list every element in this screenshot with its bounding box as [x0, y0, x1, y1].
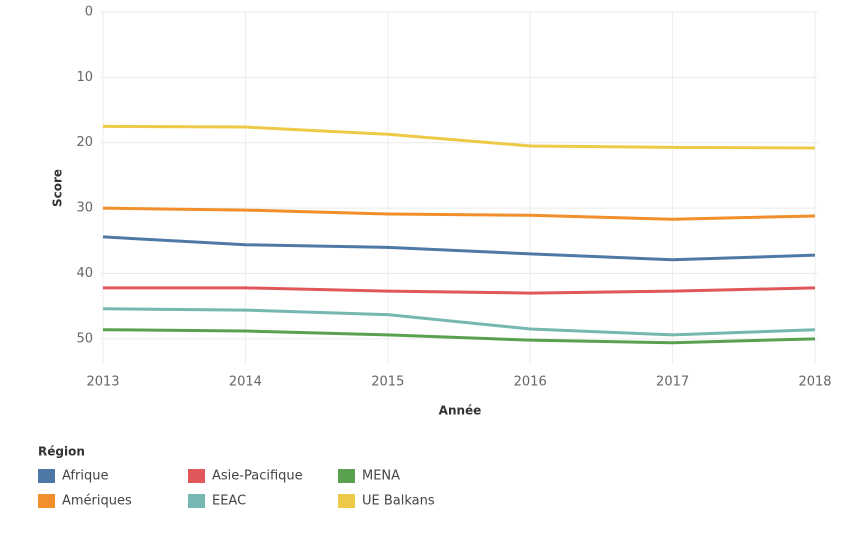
x-tick-label: 2018 [798, 375, 831, 390]
legend-swatch [338, 494, 355, 508]
legend-label: Amériques [62, 494, 132, 509]
x-tick-label: 2016 [514, 375, 547, 390]
legend-swatch [188, 469, 205, 483]
legend-swatch [338, 469, 355, 483]
x-axis-label: Année [439, 404, 482, 418]
y-axis-label: Score [51, 169, 65, 207]
y-tick-label: 40 [76, 266, 93, 281]
x-tick-label: 2014 [229, 375, 262, 390]
legend-swatch [38, 494, 55, 508]
y-tick-label: 30 [76, 201, 93, 216]
y-tick-label: 20 [76, 135, 93, 150]
legend-label: EEAC [212, 494, 246, 509]
line-series [102, 328, 816, 345]
line-series [102, 124, 816, 150]
legend-swatch [188, 494, 205, 508]
y-tick-label: 0 [85, 5, 93, 20]
line-series [103, 286, 816, 295]
x-tick-label: 2013 [86, 375, 119, 390]
x-tick-label: 2015 [371, 375, 404, 390]
legend-title: Région [38, 445, 85, 459]
line-series [102, 307, 816, 337]
y-tick-label: 50 [76, 331, 93, 346]
y-tick-label: 10 [76, 70, 93, 85]
legend-label: Afrique [62, 469, 108, 484]
legend-label: MENA [362, 469, 400, 484]
legend-label: UE Balkans [362, 494, 435, 509]
line-series [102, 206, 816, 221]
legend-swatch [38, 469, 55, 483]
legend-label: Asie-Pacifique [212, 469, 303, 484]
line-series [102, 235, 816, 262]
x-tick-label: 2017 [656, 375, 689, 390]
